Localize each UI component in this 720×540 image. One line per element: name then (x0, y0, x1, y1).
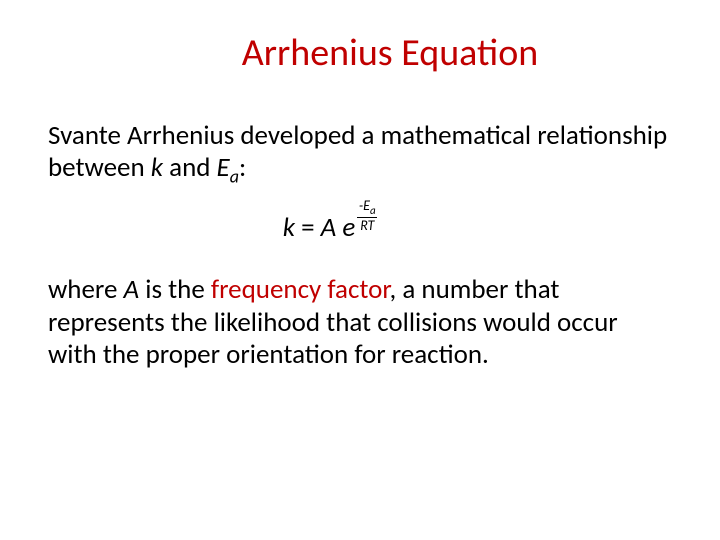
exp-numerator: -Ea (357, 199, 377, 216)
slide: Arrhenius Equation Svante Arrhenius deve… (0, 0, 720, 540)
exp-sub-a: a (370, 204, 376, 217)
subscript-a: a (230, 166, 239, 188)
text-span: and (163, 151, 217, 184)
frequency-factor-term: frequency factor (211, 273, 390, 306)
eq-A: A (321, 211, 337, 244)
eq-e: e (342, 211, 355, 244)
variable-k: k (151, 151, 163, 184)
exp-neg-E: -E (359, 197, 370, 214)
text-span: Svante Arrhenius developed a mathematica… (48, 119, 667, 184)
arrhenius-equation: k = A e-EaRT (48, 214, 672, 248)
text-span: where (48, 273, 124, 306)
eq-equals: = (295, 211, 321, 244)
intro-paragraph: Svante Arrhenius developed a mathematica… (48, 120, 672, 188)
slide-title: Arrhenius Equation (48, 30, 672, 76)
eq-exponent: -Ea RT (357, 199, 377, 233)
explanation-paragraph: where A is the frequency factor, a numbe… (48, 274, 672, 371)
body-text: Svante Arrhenius developed a mathematica… (48, 120, 672, 371)
equation-body: k = A e-EaRT (283, 214, 378, 248)
text-span: is the (139, 273, 211, 306)
variable-E: E (217, 151, 230, 184)
eq-k: k (283, 211, 295, 244)
text-span: : (239, 151, 246, 184)
variable-A: A (124, 273, 140, 306)
exp-denominator: RT (357, 219, 377, 233)
